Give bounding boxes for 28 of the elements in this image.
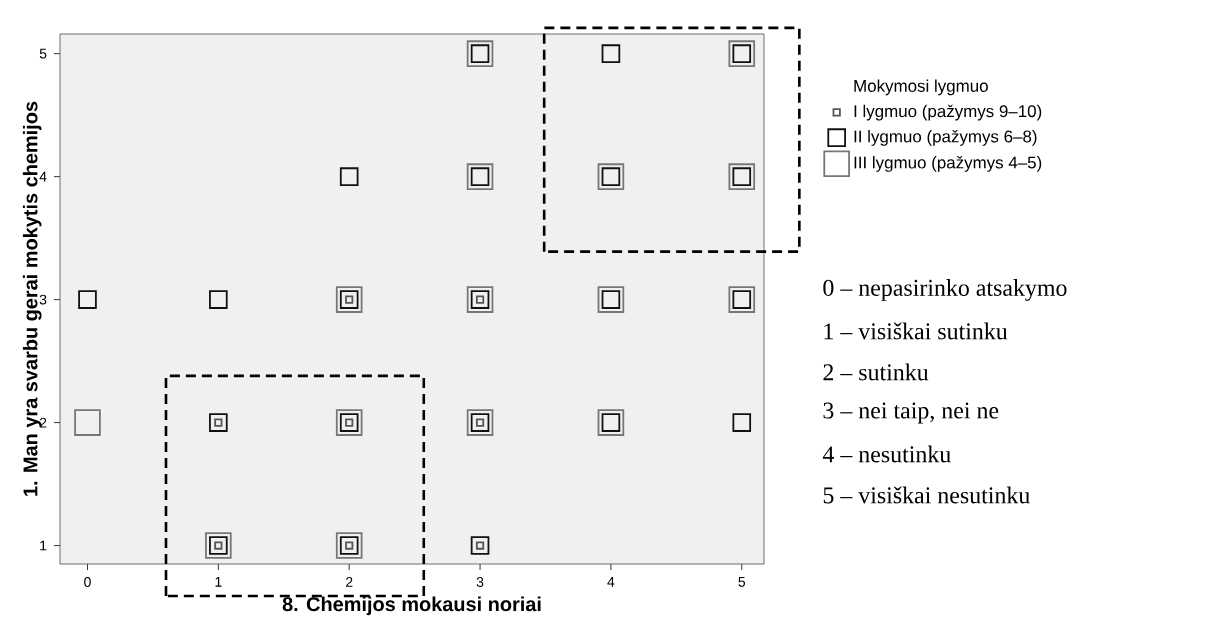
point bbox=[345, 541, 354, 550]
point bbox=[214, 418, 223, 427]
legend-label: III lygmuo (pažymys 4–5) bbox=[854, 156, 1042, 172]
point bbox=[475, 541, 485, 550]
point bbox=[732, 413, 752, 432]
point bbox=[209, 413, 228, 432]
point bbox=[74, 409, 101, 436]
point bbox=[78, 290, 97, 309]
text: 5 – visiškai nesutinku bbox=[823, 486, 1030, 504]
point bbox=[345, 295, 354, 304]
point bbox=[214, 541, 223, 550]
point bbox=[209, 290, 228, 309]
text: 2 – sutinku bbox=[823, 363, 929, 381]
point bbox=[475, 418, 485, 427]
point bbox=[475, 295, 485, 304]
y-axis-title: 1. Man yra svarbu gerai mokytis chemijos bbox=[22, 101, 42, 496]
legend-title: Mokymosi lygmuo bbox=[854, 79, 988, 96]
point bbox=[345, 418, 354, 427]
point bbox=[470, 536, 490, 555]
legend-label: I lygmuo (pažymys 9–10) bbox=[854, 104, 1042, 121]
text: 0 – nepasirinko atsakymo bbox=[823, 279, 1067, 301]
legend-label: II lygmuo (pažymys 6–8) bbox=[854, 129, 1037, 146]
text: 4 – nesutinku bbox=[822, 445, 951, 463]
text: 3 – nei taip, nei ne bbox=[823, 402, 999, 424]
point bbox=[339, 167, 359, 186]
text: 1 – visiškai sutinku bbox=[824, 322, 1008, 340]
point bbox=[601, 44, 621, 63]
x-axis-title: 8. Chemijos mokausi noriai bbox=[282, 596, 541, 616]
